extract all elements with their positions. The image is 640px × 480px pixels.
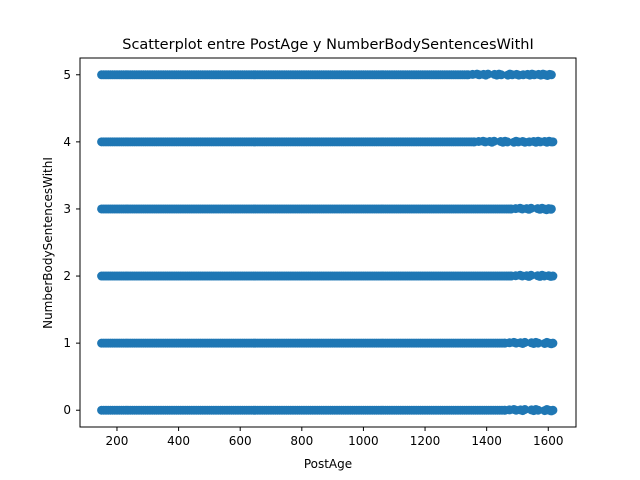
x-tick-label: 200 (106, 434, 129, 448)
data-point (526, 203, 536, 213)
y-tick-label: 0 (63, 403, 71, 417)
data-point (548, 338, 558, 348)
chart-title: Scatterplot entre PostAge y NumberBodySe… (122, 37, 533, 53)
y-tick-label: 4 (63, 135, 71, 149)
data-point (548, 271, 558, 281)
x-tick-label: 1400 (471, 434, 502, 448)
x-axis-label: PostAge (304, 457, 352, 471)
x-tick-label: 800 (290, 434, 313, 448)
x-tick-label: 1000 (348, 434, 379, 448)
data-point (483, 69, 493, 79)
x-tick-label: 400 (167, 434, 190, 448)
x-axis: 200 400 600 800 1000 1200 1400 1600 (106, 427, 564, 448)
y-tick-label: 3 (63, 202, 71, 216)
y-tick-label: 5 (63, 68, 71, 82)
x-tick-label: 1600 (533, 434, 564, 448)
scatter-row-y4 (97, 136, 558, 147)
y-axis: 0 1 2 3 4 5 (63, 68, 80, 417)
y-tick-label: 2 (63, 269, 71, 283)
data-point (520, 337, 530, 347)
scatter-row-y0 (97, 405, 558, 416)
data-point (548, 137, 558, 147)
data-point (546, 204, 556, 214)
scatter-row-y2 (97, 270, 558, 281)
x-tick-label: 600 (229, 434, 252, 448)
y-axis-label: NumberBodySentencesWithI (41, 157, 55, 329)
scatter-row-y5 (97, 69, 556, 80)
data-point (533, 338, 543, 348)
data-point (520, 405, 530, 414)
data-point (526, 270, 536, 280)
data-point (546, 70, 556, 80)
data-point (496, 70, 506, 80)
data-point (502, 137, 512, 147)
data-point (533, 405, 543, 415)
axes-frame (79, 57, 577, 428)
data-point (548, 405, 558, 415)
x-tick-label: 1200 (410, 434, 441, 448)
scatter-row-y3 (97, 203, 556, 215)
data-point (489, 136, 499, 146)
y-tick-label: 1 (63, 336, 71, 350)
scatter-row-y1 (97, 337, 558, 349)
plot-area (97, 69, 558, 416)
